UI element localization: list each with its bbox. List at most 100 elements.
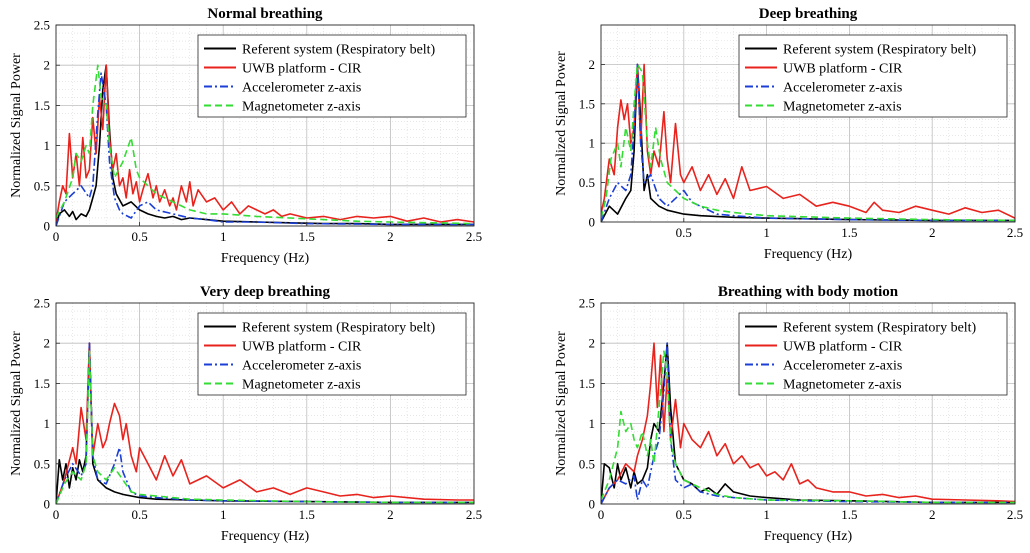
legend-box (197, 312, 467, 396)
legend-box (738, 34, 1008, 118)
x-axis-label: Frequency (Hz) (221, 529, 310, 544)
x-tick-label: 0 (598, 507, 605, 522)
legend-entry-1: Referent system (Respiratory belt) (783, 321, 977, 336)
y-tick-label: 0 (44, 219, 51, 234)
x-tick-label: 0 (53, 229, 60, 244)
y-tick-label: 2 (44, 58, 51, 73)
y-axis-label: Normalized Signal Power (9, 331, 24, 476)
chart-title: Very deep breathing (200, 284, 331, 300)
legend-entry-1: Referent system (Respiratory belt) (242, 321, 436, 336)
y-tick-label: 0.5 (579, 456, 595, 471)
x-tick-label: 0.5 (676, 507, 692, 522)
y-tick-label: 1.5 (34, 98, 50, 113)
x-tick-label: 1.5 (841, 225, 857, 240)
y-tick-label: 0 (44, 497, 51, 512)
legend-entry-3: Accelerometer z-axis (242, 359, 361, 374)
x-tick-label: 1.5 (299, 229, 315, 244)
subplot-2: 0.5 1 1.5 2 2.5 0 0.5 1 1.5 2 Deep breathing Freque… (554, 6, 1023, 262)
y-tick-label: 1 (44, 416, 51, 431)
legend: Referent system (Respiratory belt) UWB pl… (738, 34, 1008, 118)
x-tick-label: 2 (387, 229, 394, 244)
chart-title: Deep breathing (759, 6, 858, 22)
y-tick-label: 1 (44, 138, 51, 153)
x-tick-label: 2.5 (1007, 225, 1023, 240)
legend-entry-3: Accelerometer z-axis (242, 81, 361, 96)
y-tick-label: 0.5 (579, 175, 595, 190)
legend-entry-3: Accelerometer z-axis (783, 359, 902, 374)
y-tick-label: 2 (589, 336, 596, 351)
x-tick-label: 2 (929, 507, 936, 522)
series-group (601, 63, 1015, 222)
series-group (601, 342, 1015, 504)
y-tick-label: 1.5 (579, 376, 595, 391)
series-group (56, 64, 474, 226)
x-tick-label: 0.5 (676, 225, 692, 240)
y-tick-label: 0 (589, 497, 596, 512)
x-tick-label: 1 (763, 507, 770, 522)
series-line-2 (601, 63, 1015, 219)
legend: Referent system (Respiratory belt) UWB pl… (738, 312, 1008, 396)
y-tick-label: 0.5 (34, 178, 50, 193)
legend-entry-4: Magnetometer z-axis (783, 378, 902, 393)
legend-entry-4: Magnetometer z-axis (242, 378, 361, 393)
axes-box (55, 24, 475, 227)
legend-entry-2: UWB platform - CIR (783, 62, 903, 77)
y-tick-label: 2.5 (34, 296, 50, 311)
y-axis-label: Normalized Signal Power (554, 51, 569, 196)
chart-title: Breathing with body motion (718, 284, 899, 300)
series-line-3 (56, 342, 474, 504)
legend-box (738, 312, 1008, 396)
series-line-4 (56, 350, 474, 504)
x-axis-label: Frequency (Hz) (764, 529, 853, 544)
series-line-4 (56, 64, 474, 225)
y-axis-label: Normalized Signal Power (554, 331, 569, 476)
subplot-3: 0 0.5 1 1.5 2 2.5 0 0.5 1 1.5 2 2.5 Very deep breath… (9, 284, 482, 544)
y-tick-label: 0 (589, 215, 596, 230)
legend: Referent system (Respiratory belt) UWB pl… (197, 312, 467, 396)
axes-box (55, 302, 475, 505)
series-group (56, 342, 474, 504)
legend-entry-2: UWB platform - CIR (783, 340, 903, 355)
series-line-3 (601, 63, 1015, 222)
x-tick-label: 1.5 (841, 507, 857, 522)
x-tick-label: 1 (220, 507, 227, 522)
legend-entry-1: Referent system (Respiratory belt) (783, 43, 977, 58)
x-tick-label: 2 (387, 507, 394, 522)
legend-entry-1: Referent system (Respiratory belt) (242, 43, 436, 58)
subplot-1: 0 0.5 1 1.5 2 2.5 0 0.5 1 1.5 2 2.5 Normal breathing… (9, 6, 482, 266)
x-tick-label: 0 (53, 507, 60, 522)
axes-box (600, 302, 1016, 505)
y-tick-label: 2.5 (579, 296, 595, 311)
y-tick-label: 2.5 (34, 18, 50, 33)
x-tick-label: 2 (929, 225, 936, 240)
legend-entry-4: Magnetometer z-axis (783, 100, 902, 115)
y-axis-label: Normalized Signal Power (9, 53, 24, 198)
series-line-3 (56, 72, 474, 226)
series-line-1 (56, 342, 474, 504)
y-tick-label: 1 (589, 416, 596, 431)
chart-title: Normal breathing (207, 6, 323, 22)
legend: Referent system (Respiratory belt) UWB pl… (197, 34, 467, 118)
legend-entry-2: UWB platform - CIR (242, 340, 362, 355)
x-tick-label: 2.5 (466, 229, 482, 244)
series-line-2 (601, 342, 1015, 504)
x-tick-label: 2.5 (1007, 507, 1023, 522)
series-line-4 (601, 63, 1015, 222)
y-tick-label: 1.5 (34, 376, 50, 391)
legend-entry-4: Magnetometer z-axis (242, 100, 361, 115)
series-line-1 (56, 64, 474, 226)
y-tick-label: 2 (589, 57, 596, 72)
legend-entry-2: UWB platform - CIR (242, 62, 362, 77)
legend-entry-3: Accelerometer z-axis (783, 81, 902, 96)
y-tick-label: 0.5 (34, 456, 50, 471)
x-tick-label: 0.5 (131, 229, 147, 244)
x-tick-label: 1 (763, 225, 770, 240)
y-tick-label: 1.5 (579, 96, 595, 111)
x-tick-label: 2.5 (466, 507, 482, 522)
x-tick-label: 0.5 (131, 507, 147, 522)
x-tick-label: 1.5 (299, 507, 315, 522)
y-tick-label: 1 (589, 136, 596, 151)
x-axis-label: Frequency (Hz) (221, 251, 310, 266)
series-line-4 (601, 350, 1015, 504)
